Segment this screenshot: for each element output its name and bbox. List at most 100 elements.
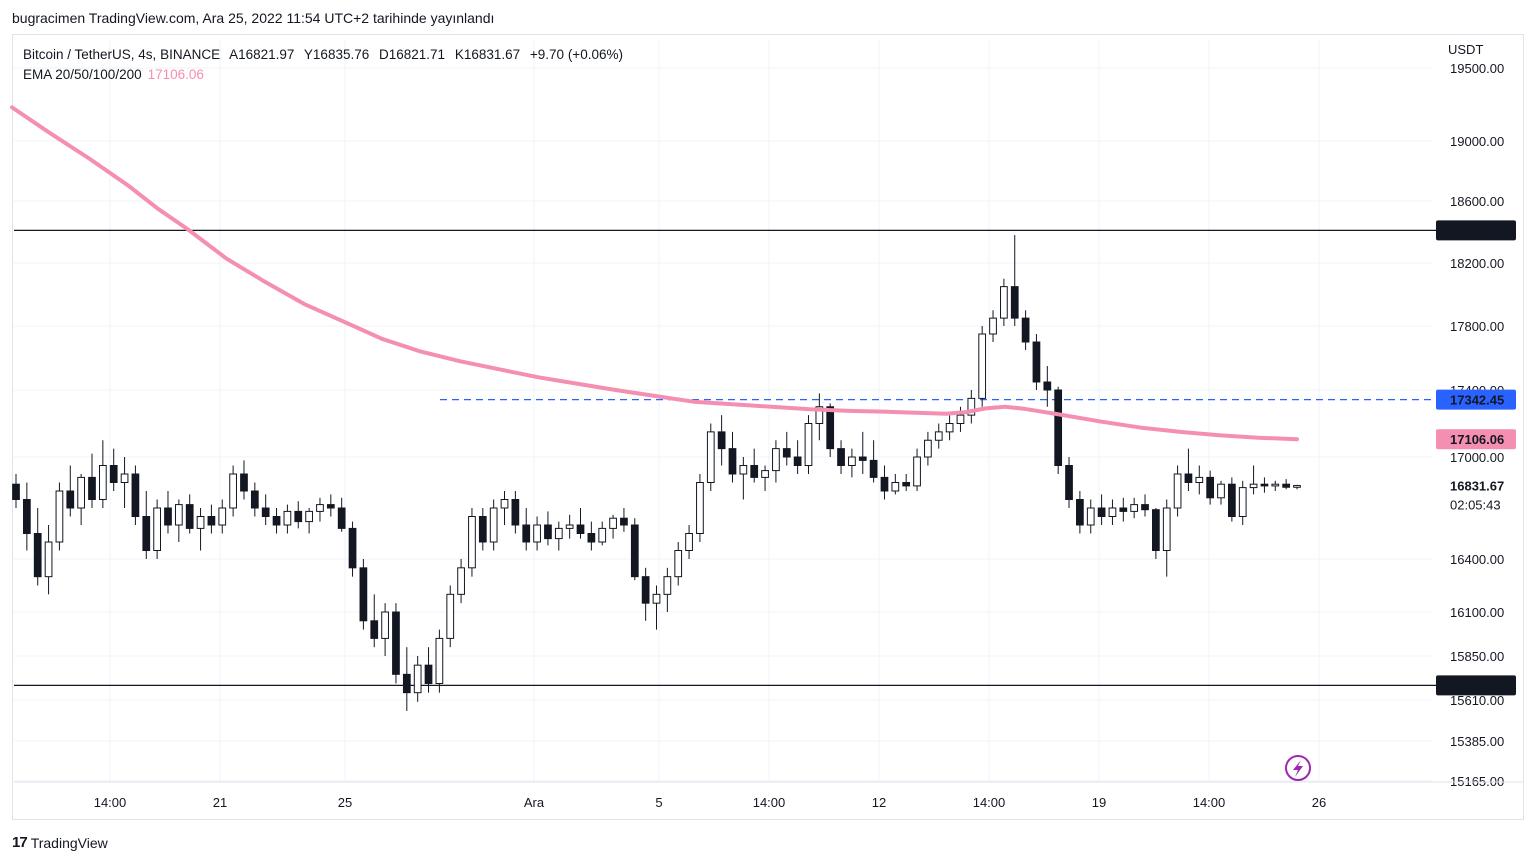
candle-body [1054,389,1063,466]
price-tick-label: 16400.00 [1450,552,1504,567]
candle-body [305,510,313,523]
level-badge: 15689.59 [1436,675,1516,696]
candle [869,440,878,483]
chart-frame[interactable] [12,34,1524,820]
candle [153,499,161,559]
candle-body [880,476,889,492]
candle-body [77,476,86,509]
price-badges: 18410.32 15689.59 17342.45 17106.06 16831.67… [1436,220,1516,696]
candle-body [359,567,368,622]
candle-body [12,483,20,501]
candle-body [1173,473,1182,509]
candle-body [826,406,835,450]
candle-body [272,516,281,526]
candle [489,499,498,551]
ema-value: 17106.06 [147,67,204,82]
candle-body [261,507,270,517]
time-axis[interactable]: 14:00 21 25 Ara 5 14:00 12 14:00 19 14:00 26 [94,795,1327,810]
last-price-badge-countdown: 02:05:43 [1450,498,1501,513]
candle-body [858,456,867,461]
horizontal-levels[interactable] [14,229,1440,687]
candle [44,525,53,595]
candle-body [544,524,552,540]
candle-body [934,431,943,441]
candle [587,521,596,551]
candle-body [891,482,900,492]
level-badge-bg [1436,220,1516,241]
legend-open: A16821.97 [229,47,295,62]
price-tick-label: 15850.00 [1450,649,1504,664]
candle [337,497,346,532]
candle [1043,366,1052,407]
candle-body [435,637,444,685]
candle-body [142,516,151,551]
candle [609,514,617,539]
candle-body [229,473,237,509]
candle-body [533,524,541,543]
candle-body [468,516,476,569]
candle [663,567,672,612]
candle-body [587,533,596,543]
candle [1282,479,1291,490]
candle-body [500,499,509,509]
countdown-lightning-icon[interactable] [1285,755,1311,781]
candle-body [1076,499,1084,526]
candle-body [1043,381,1052,391]
time-tick-label: 14:00 [94,795,127,810]
price-tick-label: 19500.00 [1450,61,1504,76]
candle [1217,480,1225,505]
candle [1249,465,1258,495]
candle-body [717,431,726,450]
candle [1173,465,1182,517]
last-price-badge: 16831.67 02:05:43 [1436,475,1516,516]
candle [793,440,802,474]
candle-body [793,456,802,466]
time-tick-label: 14:00 [1193,795,1226,810]
candle-body [66,490,75,509]
candle [446,585,455,648]
candle-body [392,611,400,675]
candle [305,508,313,534]
candle [945,415,954,441]
candle-body [902,482,911,487]
time-tick-label: 14:00 [753,795,786,810]
currency-label: USDT [1448,42,1483,57]
candle-body [1227,483,1236,518]
candle-body [761,470,769,478]
legend-low: D16821.71 [379,47,446,62]
candle [392,603,400,684]
candle-body [120,473,129,483]
candle [316,497,324,522]
ema-badge-text: 17106.06 [1450,432,1504,447]
candle-body [44,541,53,578]
level-badge-bg [1436,675,1516,696]
candle-body [967,397,976,416]
level-badge-text: 15689.59 [1450,678,1504,693]
candle [326,494,335,517]
candle [1152,508,1160,559]
candle-body [576,524,585,534]
tradingview-brand[interactable]: 17 TradingView [12,834,108,851]
candle [1206,470,1215,505]
candle [1195,465,1204,495]
legend-ema-row[interactable]: EMA 20/50/100/200 17106.06 [23,65,629,85]
price-tick-label: 15610.00 [1450,693,1504,708]
time-tick-label: Ara [524,795,545,810]
candle-body [98,465,107,500]
price-tick-label: 17000.00 [1450,450,1504,465]
price-axis[interactable]: USDT 19500.00 19000.00 18600.00 18200.00 1780… [14,42,1524,789]
candle [457,559,465,604]
candle-body [772,448,780,472]
candle [207,504,216,534]
candle [196,508,205,551]
candle-body [294,510,303,523]
legend-symbol-row[interactable]: Bitcoin / TetherUS, 4s, BINANCE A16821.9… [23,45,629,65]
candle-body [1086,507,1095,526]
last-price-badge-text: 16831.67 [1450,479,1504,494]
candle-body [706,431,715,483]
candle [706,423,715,491]
candle-body [185,504,194,529]
candle [1010,235,1019,326]
candle-body [1217,483,1225,499]
